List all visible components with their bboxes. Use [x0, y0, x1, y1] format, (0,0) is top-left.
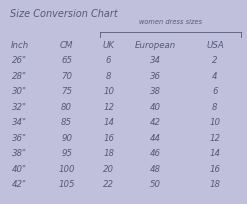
- Text: 36: 36: [150, 72, 161, 81]
- Text: 100: 100: [59, 165, 75, 174]
- Text: 40: 40: [150, 103, 161, 112]
- Text: 10: 10: [209, 118, 220, 127]
- Text: 38": 38": [12, 149, 27, 158]
- Text: 75: 75: [61, 87, 72, 96]
- Text: Inch: Inch: [11, 41, 29, 50]
- Text: 30": 30": [12, 87, 27, 96]
- Text: 10: 10: [103, 87, 114, 96]
- Text: 38: 38: [150, 87, 161, 96]
- Text: 4: 4: [212, 72, 218, 81]
- Text: 50: 50: [150, 180, 161, 189]
- Text: 48: 48: [150, 165, 161, 174]
- Text: 80: 80: [61, 103, 72, 112]
- Text: 16: 16: [103, 134, 114, 143]
- Text: 26": 26": [12, 56, 27, 65]
- Text: European: European: [135, 41, 176, 50]
- Text: 18: 18: [103, 149, 114, 158]
- Text: 36": 36": [12, 134, 27, 143]
- Text: UK: UK: [103, 41, 115, 50]
- Text: 105: 105: [59, 180, 75, 189]
- Text: 8: 8: [106, 72, 111, 81]
- Text: 14: 14: [209, 149, 220, 158]
- Text: 32": 32": [12, 103, 27, 112]
- Text: 34: 34: [150, 56, 161, 65]
- Text: 34": 34": [12, 118, 27, 127]
- Text: 42": 42": [12, 180, 27, 189]
- Text: 2: 2: [212, 56, 218, 65]
- Text: 22: 22: [103, 180, 114, 189]
- Text: 18: 18: [209, 180, 220, 189]
- Text: 40": 40": [12, 165, 27, 174]
- Text: 16: 16: [209, 165, 220, 174]
- Text: Size Conversion Chart: Size Conversion Chart: [10, 9, 118, 19]
- Text: 95: 95: [61, 149, 72, 158]
- Text: women dress sizes: women dress sizes: [139, 20, 202, 26]
- Text: 6: 6: [106, 56, 111, 65]
- Text: 70: 70: [61, 72, 72, 81]
- Text: USA: USA: [206, 41, 224, 50]
- Text: 6: 6: [212, 87, 218, 96]
- Text: 42: 42: [150, 118, 161, 127]
- Text: 14: 14: [103, 118, 114, 127]
- Text: 20: 20: [103, 165, 114, 174]
- Text: 46: 46: [150, 149, 161, 158]
- Text: CM: CM: [60, 41, 73, 50]
- Text: 28": 28": [12, 72, 27, 81]
- Text: 12: 12: [103, 103, 114, 112]
- Text: 8: 8: [212, 103, 218, 112]
- Text: 12: 12: [209, 134, 220, 143]
- Text: 65: 65: [61, 56, 72, 65]
- Text: 85: 85: [61, 118, 72, 127]
- Text: 44: 44: [150, 134, 161, 143]
- Text: 90: 90: [61, 134, 72, 143]
